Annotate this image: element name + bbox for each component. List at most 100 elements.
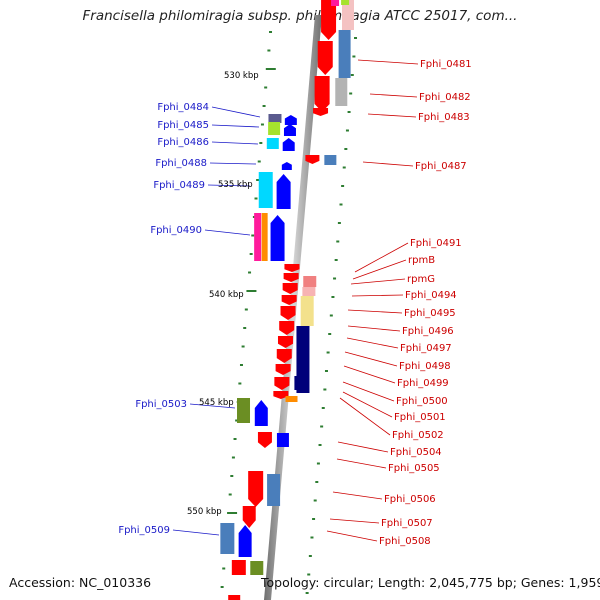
gene-label-rpmb[interactable]: rpmB (408, 255, 435, 266)
gene-label-fphi-0505[interactable]: Fphi_0505 (388, 463, 440, 474)
gene-label-fphi-0503[interactable]: Fphi_0503 (135, 399, 187, 410)
gene-label-fphi-0481[interactable]: Fphi_0481 (420, 59, 472, 70)
callout-line (211, 124, 260, 128)
callout-line (211, 141, 259, 145)
scale-label: 550 kbp (187, 507, 222, 517)
gene-label-fphi-0494[interactable]: Fphi_0494 (405, 290, 457, 301)
gene-label-fphi-0485[interactable]: Fphi_0485 (157, 120, 209, 131)
callout-line (352, 259, 407, 280)
gene-label-fphi-0487[interactable]: Fphi_0487 (415, 161, 467, 172)
gene-feature-block (258, 172, 273, 208)
gene-label-fphi-0483[interactable]: Fphi_0483 (418, 112, 470, 123)
gene-arrow-forward (283, 124, 296, 136)
gene-arrow-forward (270, 215, 285, 261)
gene-arrow-forward (238, 525, 252, 557)
gene-label-fphi-0484[interactable]: Fphi_0484 (157, 102, 209, 113)
gene-arrow-reverse (321, 0, 337, 40)
gene-arrow-reverse (275, 364, 291, 375)
scale-label: 530 kbp (224, 71, 259, 81)
gene-arrow-reverse (284, 264, 300, 272)
gene-feature-block (338, 30, 351, 78)
callout-line (329, 518, 380, 524)
callout-line (342, 381, 395, 402)
gene-label-fphi-0506[interactable]: Fphi_0506 (384, 494, 436, 505)
callout-line (351, 294, 404, 297)
gene-feature-block (341, 0, 350, 5)
gene-feature-block (302, 287, 316, 296)
callout-line (209, 162, 257, 165)
gene-arrow-reverse (276, 349, 292, 363)
gene-feature-block (300, 296, 314, 326)
callout-line (326, 530, 378, 542)
gene-arrow-forward (284, 115, 297, 125)
gene-label-fphi-0497[interactable]: Fphi_0497 (400, 343, 452, 354)
gene-arrow-reverse (281, 295, 297, 305)
gene-label-fphi-0498[interactable]: Fphi_0498 (399, 361, 451, 372)
gene-arrow-reverse (314, 76, 330, 112)
topology-text: Topology: circular; Length: 2,045,775 bp… (261, 575, 600, 590)
scale-label: 540 kbp (209, 290, 244, 300)
callout-line (367, 113, 417, 118)
gene-feature-block (266, 138, 279, 149)
genes-right-strand (228, 0, 354, 600)
callout-line (350, 278, 406, 285)
gene-label-fphi-0486[interactable]: Fphi_0486 (157, 137, 209, 148)
label-callout-lines (172, 59, 419, 542)
gene-feature-block (285, 396, 298, 402)
gene-label-fphi-0482[interactable]: Fphi_0482 (419, 92, 471, 103)
gene-arrow-forward (254, 400, 268, 426)
callout-line (339, 397, 391, 436)
callout-line (354, 242, 409, 273)
gene-feature-block (220, 523, 235, 554)
gene-arrow-reverse (313, 108, 329, 116)
genes-left-strand (220, 114, 297, 557)
gene-label-fphi-0502[interactable]: Fphi_0502 (392, 430, 444, 441)
gene-feature-block (237, 398, 251, 423)
callout-line (189, 403, 236, 409)
gene-arrow-reverse (280, 306, 296, 320)
gene-label-fphi-0507[interactable]: Fphi_0507 (381, 518, 433, 529)
callout-line (342, 391, 393, 418)
gene-feature-block (276, 433, 289, 447)
gene-label-fphi-0499[interactable]: Fphi_0499 (397, 378, 449, 389)
gene-label-fphi-0508[interactable]: Fphi_0508 (379, 536, 431, 547)
gene-arrow-reverse (242, 506, 256, 528)
gene-arrow-reverse (317, 41, 333, 75)
gene-label-fphi-0504[interactable]: Fphi_0504 (390, 447, 442, 458)
gene-feature-block (331, 0, 340, 6)
gene-label-rpmg[interactable]: rpmG (407, 274, 435, 285)
gene-feature-block (324, 155, 337, 165)
gene-arrow-forward (282, 138, 295, 151)
gene-arrow-reverse (282, 283, 298, 294)
gene-feature-block (254, 213, 262, 261)
gene-arrow-reverse (273, 391, 289, 399)
callout-line (362, 161, 414, 167)
gene-arrow-forward (281, 162, 292, 170)
callout-line (343, 365, 396, 384)
gene-feature-block (268, 122, 281, 135)
gene-label-fphi-0496[interactable]: Fphi_0496 (402, 326, 454, 337)
gene-arrow-reverse (248, 471, 264, 507)
gene-feature-block (231, 560, 246, 575)
gene-label-fphi-0501[interactable]: Fphi_0501 (394, 412, 446, 423)
scale-ticks (220, 31, 358, 594)
gene-feature-block (342, 0, 354, 30)
gene-arrow-reverse (274, 377, 290, 390)
gene-label-fphi-0489[interactable]: Fphi_0489 (153, 180, 205, 191)
gene-feature-block (294, 376, 308, 390)
gene-feature-block (268, 114, 282, 123)
gene-arrow-reverse (283, 273, 299, 282)
gene-label-fphi-0491[interactable]: Fphi_0491 (410, 238, 462, 249)
gene-label-fphi-0488[interactable]: Fphi_0488 (155, 158, 207, 169)
callout-line (347, 309, 403, 314)
callout-line (172, 529, 220, 536)
callout-line (337, 441, 389, 453)
gene-label-fphi-0509[interactable]: Fphi_0509 (118, 525, 170, 536)
map-title: Francisella philomiragia subsp. philomir… (82, 8, 518, 24)
gene-label-fphi-0500[interactable]: Fphi_0500 (396, 396, 448, 407)
gene-label-fphi-0495[interactable]: Fphi_0495 (404, 308, 456, 319)
gene-feature-block (335, 78, 348, 106)
gene-label-fphi-0490[interactable]: Fphi_0490 (150, 225, 202, 236)
callout-line (344, 351, 398, 367)
